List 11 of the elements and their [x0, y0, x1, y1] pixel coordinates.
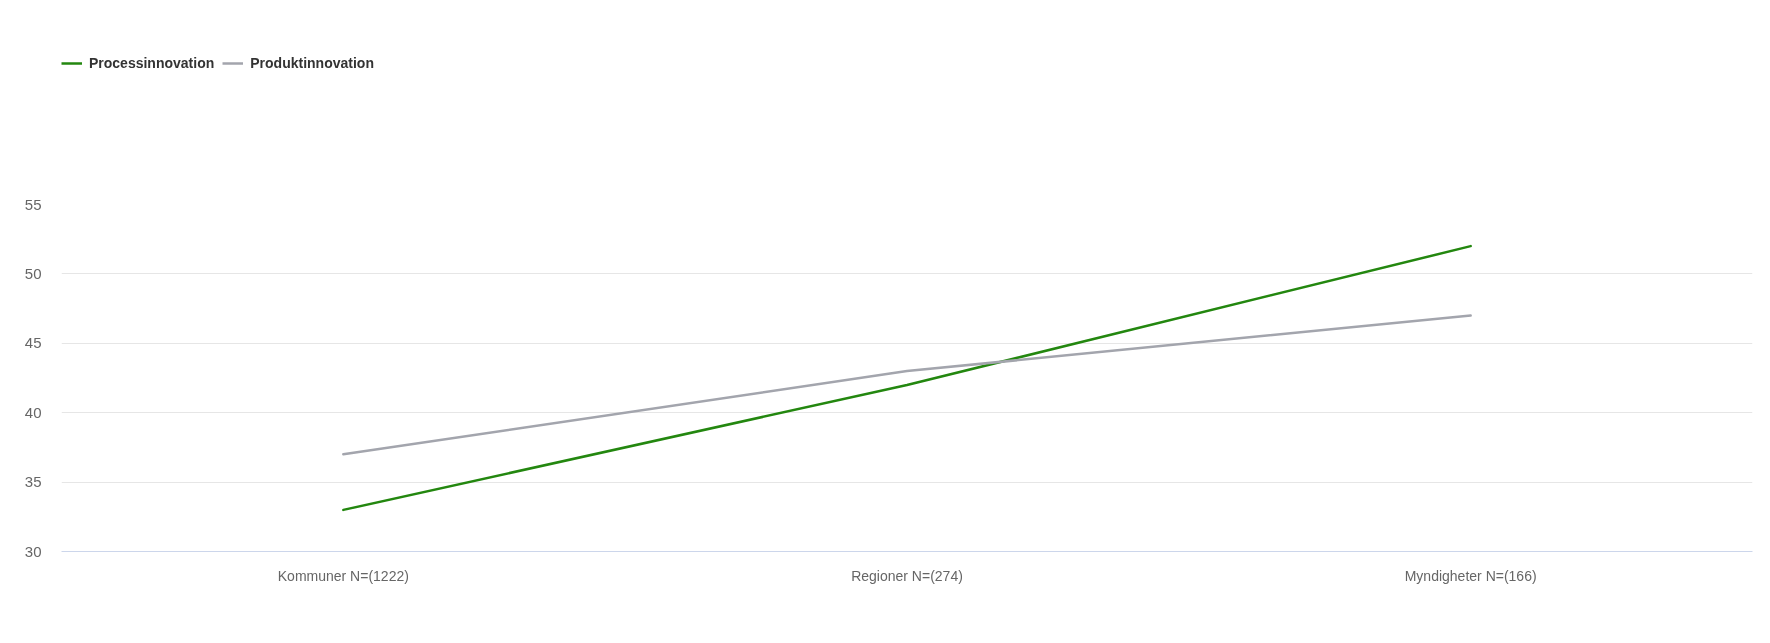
y-tick-label: 30: [24, 542, 42, 560]
x-tick-label: Regioner N=(274): [851, 567, 963, 584]
x-tick-label: Kommuner N=(1222): [277, 567, 409, 584]
legend-label: Processinnovation: [89, 54, 215, 72]
y-tick-label: 35: [24, 473, 42, 491]
legend-label: Produktinnovation: [250, 54, 374, 72]
y-tick-label: 50: [24, 264, 42, 282]
x-tick-label: Myndigheter N=(166): [1404, 567, 1537, 584]
y-tick-label: 40: [24, 403, 42, 421]
y-tick-label: 55: [24, 195, 42, 213]
y-tick-label: 45: [24, 334, 42, 352]
